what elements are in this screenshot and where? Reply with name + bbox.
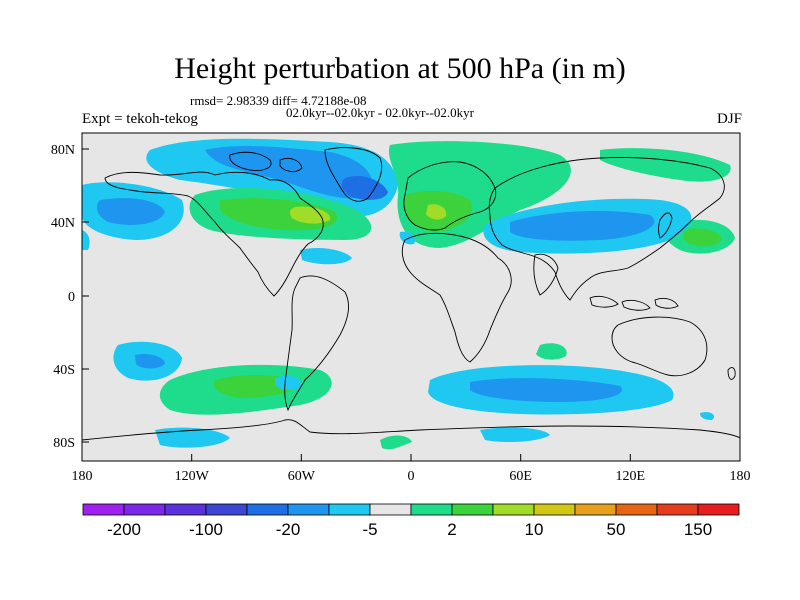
season-label: DJF [716,111,742,127]
colorbar-swatch [451,503,494,516]
contour-west-pacific-edge [82,230,90,250]
lon-label-2: 60W [288,469,316,484]
lon-label-0: 180 [72,469,93,484]
colorbar-swatch [328,503,371,516]
coastline-japan [658,212,673,239]
coastline-australia [611,316,708,377]
contour-arctic-negative-inner [205,146,373,199]
period-label: 02.0kyr--02.0kyr - 02.0kyr--02.0kyr [286,105,474,120]
colorbar-label-4: 2 [447,520,456,539]
coastline-new-zealand [727,367,736,380]
colorbar-swatch [656,503,699,516]
lat-label-4: 80S [53,436,75,451]
colorbar-swatch [82,503,125,516]
contour-middle-east-small [399,231,416,245]
coastline-africa [401,232,512,363]
colorbar [82,503,740,516]
lat-label-3: 40S [53,363,75,378]
coastline-arctic-islands [229,151,303,173]
colorbar-swatch [205,503,248,516]
lon-label-3: 0 [408,469,415,484]
lat-label-0: 80N [51,143,75,158]
contour-asia-negative-inner [510,210,655,241]
contour-fields [82,138,735,450]
contour-antarctic-positive-east [700,412,715,420]
lat-label-2: 0 [68,290,75,305]
longitude-axis: 180 120W 60W 0 60E 120E 180 [72,454,751,484]
colorbar-swatch [123,503,166,516]
colorbar-swatch [164,503,207,516]
contour-siberia-positive [600,148,731,182]
contour-south-america-small [275,375,301,391]
lat-label-1: 40N [51,216,75,231]
contour-east-pacific-small [300,247,352,265]
contour-southern-ocean-small [480,427,550,443]
contour-antarctic-negative [155,427,230,448]
contour-north-america-peak [289,206,331,224]
colorbar-swatch [697,503,740,516]
colorbar-label-2: -20 [276,520,301,539]
coastline-north-america [104,171,324,297]
contour-south-pacific-inner [135,354,165,369]
coastline-europe [403,161,497,231]
colorbar-swatch [410,503,453,516]
lon-label-6: 180 [730,469,751,484]
colorbar-label-7: 150 [684,520,712,539]
contour-indian-ocean-inner [470,378,622,402]
lon-label-5: 120E [616,469,646,484]
plot-title: Height perturbation at 500 hPa (in m) [174,52,626,85]
stats-label: rmsd= 2.98339 diff= 4.72188e-08 [190,93,367,108]
coastline-asia [488,157,725,301]
contour-north-pacific-inner [96,198,165,225]
experiment-label: Expt = tekoh-tekog [82,111,198,127]
colorbar-labels: -200 -100 -20 -5 2 10 50 150 [107,520,712,539]
coastline-greenland [324,147,383,202]
colorbar-label-5: 10 [525,520,544,539]
colorbar-swatch [369,503,412,516]
lon-label-4: 60E [509,469,532,484]
colorbar-label-1: -100 [189,520,223,539]
coastline-south-america [284,275,350,412]
coastline-antarctica [82,419,740,441]
colorbar-swatch [533,503,576,516]
coastline-india [533,253,559,296]
contour-antarctic-positive [380,435,412,450]
colorbar-label-3: -5 [362,520,377,539]
colorbar-swatch [492,503,535,516]
contour-europe-peak [426,204,447,220]
contour-greenland-negative [341,175,388,200]
colorbar-swatch [574,503,617,516]
latitude-axis: 80N 40N 0 40S 80S [51,143,89,451]
coastline-indonesia [589,295,679,311]
lon-label-1: 120W [175,469,210,484]
colorbar-swatch [615,503,658,516]
colorbar-swatch [246,503,289,516]
contour-south-atlantic-positive [536,343,567,360]
colorbar-label-0: -200 [107,520,141,539]
colorbar-label-6: 50 [607,520,626,539]
colorbar-swatch [287,503,330,516]
coastlines [82,147,740,441]
contour-northwest-pacific-inner [683,228,722,247]
